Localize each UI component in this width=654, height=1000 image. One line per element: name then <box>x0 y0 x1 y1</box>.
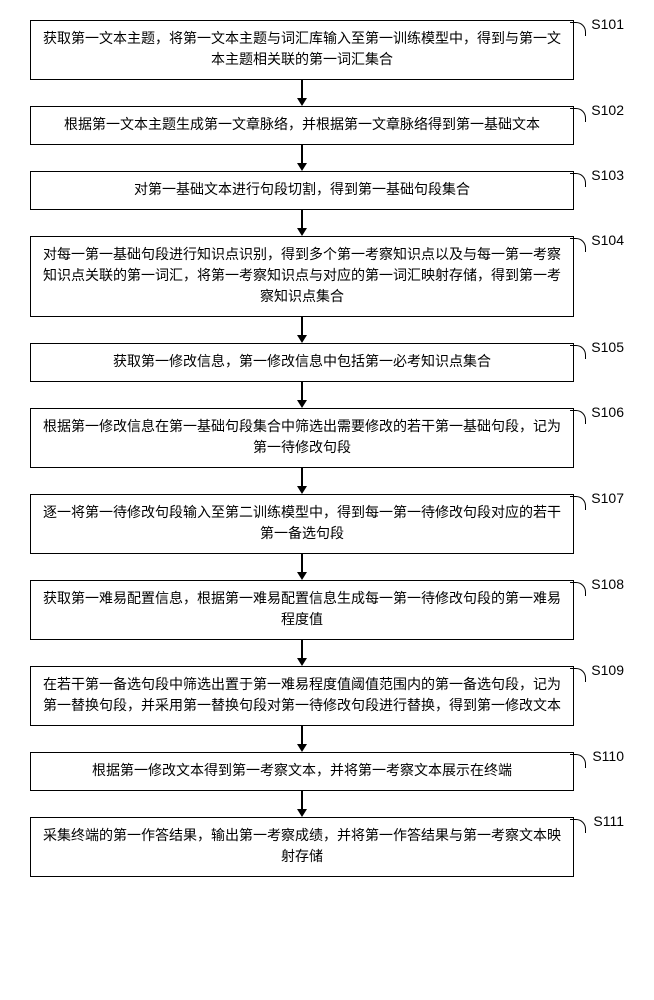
flow-arrow <box>30 80 624 106</box>
flow-arrow <box>30 382 624 408</box>
label-connector-curve <box>570 819 586 833</box>
arrow-shaft <box>301 726 303 744</box>
step-box: 在若干第一备选句段中筛选出置于第一难易程度值阈值范围内的第一备选句段，记为第一替… <box>30 666 574 726</box>
step-id-label: S104 <box>591 232 624 248</box>
arrow-shaft <box>301 317 303 335</box>
arrow-shaft <box>301 554 303 572</box>
flow-step: 获取第一难易配置信息，根据第一难易配置信息生成每一第一待修改句段的第一难易程度值… <box>30 580 624 640</box>
step-id-label: S102 <box>591 102 624 118</box>
step-box: 对第一基础文本进行句段切割，得到第一基础句段集合 <box>30 171 574 210</box>
arrow-shaft <box>301 145 303 163</box>
step-id-label: S105 <box>591 339 624 355</box>
arrow-head-icon <box>297 744 307 752</box>
arrow-shaft <box>301 80 303 98</box>
flow-arrow <box>30 145 624 171</box>
step-box: 获取第一文本主题，将第一文本主题与词汇库输入至第一训练模型中，得到与第一文本主题… <box>30 20 574 80</box>
step-id-label: S103 <box>591 167 624 183</box>
arrow-shaft <box>301 640 303 658</box>
step-id-label: S109 <box>591 662 624 678</box>
step-box: 对每一第一基础句段进行知识点识别，得到多个第一考察知识点以及与每一第一考察知识点… <box>30 236 574 317</box>
step-box: 根据第一文本主题生成第一文章脉络，并根据第一文章脉络得到第一基础文本 <box>30 106 574 145</box>
arrow-head-icon <box>297 335 307 343</box>
flow-step: 获取第一修改信息，第一修改信息中包括第一必考知识点集合S105 <box>30 343 624 382</box>
arrow-shaft <box>301 791 303 809</box>
step-id-label: S108 <box>591 576 624 592</box>
step-id-label: S110 <box>592 748 624 764</box>
flow-step: 采集终端的第一作答结果，输出第一考察成绩，并将第一作答结果与第一考察文本映射存储… <box>30 817 624 877</box>
arrow-head-icon <box>297 163 307 171</box>
step-box: 根据第一修改信息在第一基础句段集合中筛选出需要修改的若干第一基础句段，记为第一待… <box>30 408 574 468</box>
flow-step: 根据第一修改文本得到第一考察文本，并将第一考察文本展示在终端S110 <box>30 752 624 791</box>
label-connector-curve <box>570 345 586 359</box>
arrow-head-icon <box>297 809 307 817</box>
flow-step: 根据第一修改信息在第一基础句段集合中筛选出需要修改的若干第一基础句段，记为第一待… <box>30 408 624 468</box>
flow-arrow <box>30 640 624 666</box>
flowchart-container: 获取第一文本主题，将第一文本主题与词汇库输入至第一训练模型中，得到与第一文本主题… <box>30 20 624 877</box>
arrow-shaft <box>301 468 303 486</box>
label-connector-curve <box>570 22 586 36</box>
flow-step: 逐一将第一待修改句段输入至第二训练模型中，得到每一第一待修改句段对应的若干第一备… <box>30 494 624 554</box>
arrow-head-icon <box>297 400 307 408</box>
arrow-shaft <box>301 382 303 400</box>
flow-arrow <box>30 554 624 580</box>
flow-arrow <box>30 317 624 343</box>
flow-step: 获取第一文本主题，将第一文本主题与词汇库输入至第一训练模型中，得到与第一文本主题… <box>30 20 624 80</box>
flow-arrow <box>30 791 624 817</box>
label-connector-curve <box>570 173 586 187</box>
label-connector-curve <box>570 668 586 682</box>
step-id-label: S106 <box>591 404 624 420</box>
flow-arrow <box>30 210 624 236</box>
arrow-head-icon <box>297 486 307 494</box>
step-box: 采集终端的第一作答结果，输出第一考察成绩，并将第一作答结果与第一考察文本映射存储 <box>30 817 574 877</box>
flow-step: 对第一基础文本进行句段切割，得到第一基础句段集合S103 <box>30 171 624 210</box>
flow-arrow <box>30 468 624 494</box>
label-connector-curve <box>570 582 586 596</box>
flow-step: 在若干第一备选句段中筛选出置于第一难易程度值阈值范围内的第一备选句段，记为第一替… <box>30 666 624 726</box>
step-id-label: S111 <box>593 813 624 829</box>
step-box: 获取第一难易配置信息，根据第一难易配置信息生成每一第一待修改句段的第一难易程度值 <box>30 580 574 640</box>
arrow-head-icon <box>297 98 307 106</box>
label-connector-curve <box>570 108 586 122</box>
arrow-head-icon <box>297 658 307 666</box>
flow-step: 对每一第一基础句段进行知识点识别，得到多个第一考察知识点以及与每一第一考察知识点… <box>30 236 624 317</box>
arrow-head-icon <box>297 228 307 236</box>
label-connector-curve <box>570 496 586 510</box>
step-box: 根据第一修改文本得到第一考察文本，并将第一考察文本展示在终端 <box>30 752 574 791</box>
label-connector-curve <box>570 754 586 768</box>
label-connector-curve <box>570 238 586 252</box>
step-id-label: S101 <box>591 16 624 32</box>
step-box: 获取第一修改信息，第一修改信息中包括第一必考知识点集合 <box>30 343 574 382</box>
arrow-shaft <box>301 210 303 228</box>
flow-arrow <box>30 726 624 752</box>
label-connector-curve <box>570 410 586 424</box>
flow-step: 根据第一文本主题生成第一文章脉络，并根据第一文章脉络得到第一基础文本S102 <box>30 106 624 145</box>
step-id-label: S107 <box>591 490 624 506</box>
arrow-head-icon <box>297 572 307 580</box>
step-box: 逐一将第一待修改句段输入至第二训练模型中，得到每一第一待修改句段对应的若干第一备… <box>30 494 574 554</box>
